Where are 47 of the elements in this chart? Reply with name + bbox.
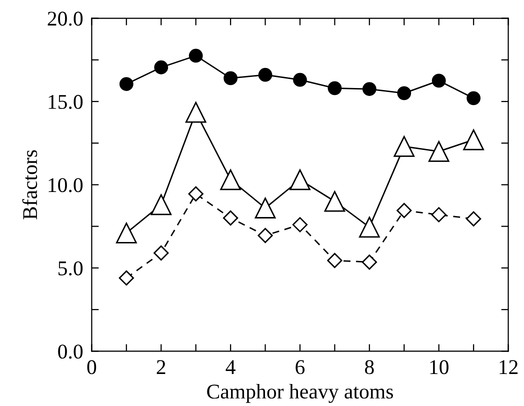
y-tick-label: 10.0 <box>48 178 83 192</box>
x-tick-label: 8 <box>365 360 374 374</box>
point <box>362 254 377 270</box>
point <box>362 82 376 96</box>
point <box>466 91 481 106</box>
point <box>428 141 450 162</box>
point <box>396 202 412 218</box>
point <box>254 198 276 218</box>
point <box>116 222 137 244</box>
point <box>293 72 307 87</box>
y-tick-label: 20.0 <box>48 12 83 26</box>
point <box>328 81 342 96</box>
x-tick-label: 0 <box>87 360 96 374</box>
x-axis-title: Camphor heavy atoms <box>207 384 393 403</box>
point <box>154 245 169 261</box>
x-tick-label: 2 <box>156 360 166 374</box>
point <box>154 60 168 74</box>
y-tick-label: 0.0 <box>58 344 83 359</box>
y-tick-label: 5.0 <box>58 261 83 276</box>
point <box>224 71 238 86</box>
point <box>118 270 134 286</box>
point <box>222 210 238 226</box>
point <box>394 136 415 157</box>
point <box>188 48 203 63</box>
x-tick-label: 10 <box>430 360 448 374</box>
y-axis-title: Bfactors <box>22 150 38 220</box>
point <box>258 228 273 244</box>
point <box>220 169 241 190</box>
point <box>258 68 272 82</box>
x-tick-label: 12 <box>500 360 518 374</box>
point <box>359 216 380 238</box>
point <box>150 194 172 216</box>
point <box>432 74 446 88</box>
point <box>397 86 412 100</box>
point <box>119 77 134 91</box>
point <box>292 217 308 232</box>
point <box>431 207 446 222</box>
point <box>327 252 342 268</box>
point <box>463 129 484 150</box>
x-tick-label: 4 <box>226 360 236 374</box>
point <box>466 211 482 226</box>
point <box>188 186 204 202</box>
point <box>290 169 310 190</box>
x-tick-label: 6 <box>296 360 305 374</box>
y-tick-label: 15.0 <box>48 94 83 110</box>
point <box>324 190 346 212</box>
point <box>185 102 206 123</box>
